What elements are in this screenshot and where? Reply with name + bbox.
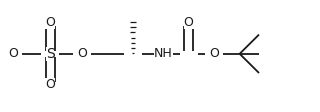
Text: O: O (45, 16, 55, 29)
Text: O: O (9, 47, 18, 60)
Text: O: O (45, 78, 55, 91)
Text: NH: NH (154, 47, 172, 60)
Text: O: O (184, 16, 194, 29)
Text: S: S (46, 47, 54, 61)
Text: O: O (77, 47, 87, 60)
Text: O: O (209, 47, 219, 60)
